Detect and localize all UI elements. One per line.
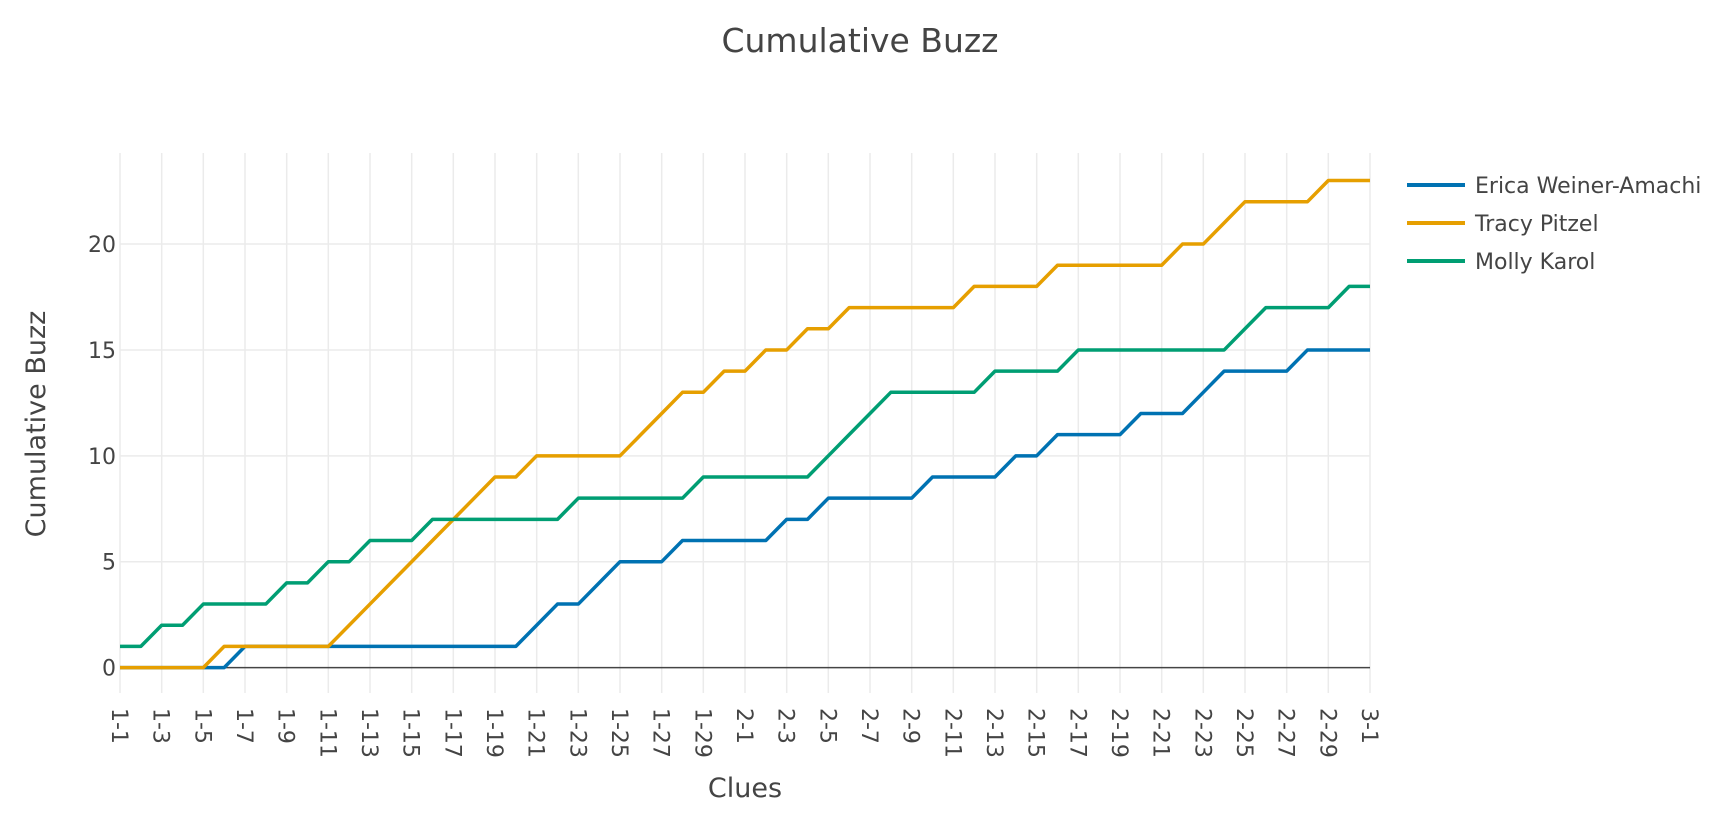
x-tick-label: 1-1	[106, 708, 131, 744]
y-axis-title: Cumulative Buzz	[21, 311, 52, 538]
x-tick-label: 2-13	[981, 708, 1006, 758]
legend-label: Tracy Pitzel	[1474, 212, 1599, 237]
x-tick-label: 2-25	[1231, 708, 1256, 758]
x-tick-label: 2-7	[856, 708, 881, 744]
x-tick-label: 1-3	[148, 708, 173, 744]
legend-item-erica-weiner-amachi[interactable]: Erica Weiner-Amachi	[1407, 174, 1701, 199]
y-tick-label: 10	[88, 445, 116, 470]
legend-item-tracy-pitzel[interactable]: Tracy Pitzel	[1407, 212, 1599, 237]
x-axis-ticks: 1-1 1-3 1-5 1-7 1-9 1-11 1-13 1-15 1-17 1-19 1-21 1…	[106, 708, 1381, 758]
legend-item-molly-karol[interactable]: Molly Karol	[1407, 250, 1595, 275]
x-tick-label: 1-25	[606, 708, 631, 758]
x-tick-label: 2-21	[1148, 708, 1173, 758]
x-tick-label: 1-7	[231, 708, 256, 744]
y-tick-label: 20	[88, 233, 116, 258]
x-tick-label: 1-13	[356, 708, 381, 758]
x-tick-label: 1-27	[648, 708, 673, 758]
x-tick-label: 1-17	[439, 708, 464, 758]
x-tick-label: 1-15	[398, 708, 423, 758]
x-tick-label: 3-1	[1356, 708, 1381, 744]
series-layer	[120, 178, 1370, 670]
x-tick-label: 1-9	[273, 708, 298, 744]
x-tick-label: 2-23	[1189, 708, 1214, 758]
x-tick-label: 2-1	[731, 708, 756, 744]
series-line-tracy-pitzel	[120, 178, 1370, 670]
y-tick-label: 5	[102, 551, 116, 576]
x-tick-label: 2-3	[773, 708, 798, 744]
x-tick-label: 2-9	[898, 708, 923, 744]
y-tick-label: 0	[102, 657, 116, 682]
x-tick-label: 1-21	[523, 708, 548, 758]
legend-label: Erica Weiner-Amachi	[1475, 174, 1701, 199]
x-tick-label: 2-29	[1314, 708, 1339, 758]
x-tick-label: 2-27	[1273, 708, 1298, 758]
x-tick-label: 1-11	[314, 708, 339, 758]
y-axis-ticks: 0 5 10 15 20	[88, 233, 116, 682]
x-tick-label: 2-19	[1106, 708, 1131, 758]
x-tick-label: 2-11	[939, 708, 964, 758]
legend[interactable]: Erica Weiner-Amachi Tracy Pitzel Molly Kar…	[1407, 174, 1701, 275]
x-axis-title: Clues	[708, 773, 782, 804]
grid-layer	[119, 153, 1371, 693]
y-tick-label: 15	[88, 339, 116, 364]
x-tick-label: 1-19	[481, 708, 506, 758]
legend-label: Molly Karol	[1475, 250, 1595, 275]
x-tick-label: 2-17	[1064, 708, 1089, 758]
x-tick-label: 1-23	[564, 708, 589, 758]
series-line-molly-karol	[120, 284, 1370, 649]
x-tick-label: 2-15	[1023, 708, 1048, 758]
x-tick-label: 1-5	[189, 708, 214, 744]
chart-title: Cumulative Buzz	[721, 21, 998, 60]
x-tick-label: 1-29	[689, 708, 714, 758]
x-tick-label: 2-5	[814, 708, 839, 744]
